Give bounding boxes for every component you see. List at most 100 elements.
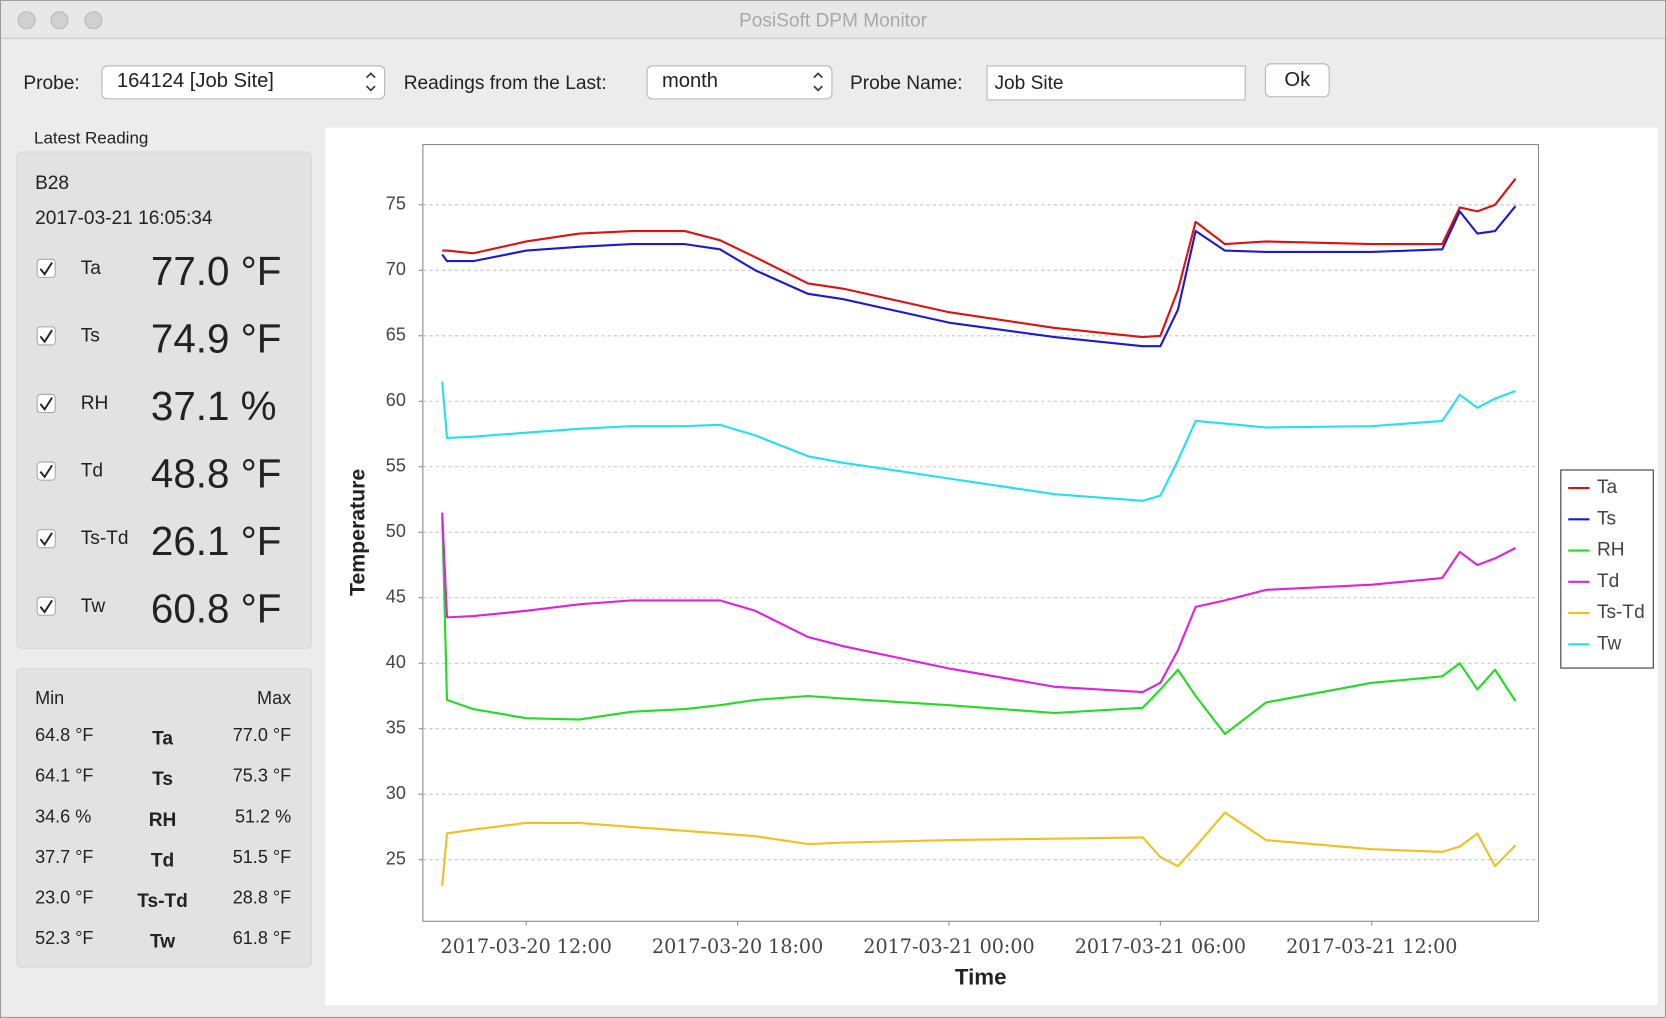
checkbox[interactable] xyxy=(36,596,56,616)
x-tick-label: 2017-03-21 12:00 xyxy=(1286,935,1457,958)
reading-timestamp: 2017-03-21 16:05:34 xyxy=(35,208,213,229)
series-line xyxy=(441,811,1517,886)
plot-area xyxy=(422,144,1540,922)
max-header: Max xyxy=(257,688,291,708)
reading-value: 74.9 °F xyxy=(151,315,282,361)
checkmark xyxy=(39,397,53,411)
min-value: 23.0 °F xyxy=(35,887,93,907)
y-tick-label: 30 xyxy=(386,783,406,803)
series-line xyxy=(441,516,1517,735)
latest-panel xyxy=(16,151,312,649)
title-bar xyxy=(1,1,1665,39)
reading-name: Tw xyxy=(81,596,106,617)
measure-name: Tw xyxy=(150,932,175,953)
min-value: 52.3 °F xyxy=(35,928,93,948)
y-axis-label: Temperature xyxy=(346,469,370,596)
checkmark xyxy=(39,261,53,276)
series-line xyxy=(441,205,1517,348)
probe-label: Probe: xyxy=(23,73,79,94)
checkbox[interactable] xyxy=(36,393,56,414)
y-tick-label: 55 xyxy=(386,456,406,476)
legend-label: RH xyxy=(1597,540,1625,561)
readings-select-value: month xyxy=(662,70,718,92)
legend-label: Ts xyxy=(1597,508,1616,529)
x-tick-label: 2017-03-21 06:00 xyxy=(1075,935,1246,958)
y-tick-label: 50 xyxy=(386,521,406,541)
legend-box xyxy=(1560,469,1654,669)
y-tick-label: 60 xyxy=(386,390,406,410)
select-arrows xyxy=(813,72,823,92)
y-tick-label: 70 xyxy=(386,259,406,279)
close-button[interactable] xyxy=(17,11,36,30)
legend-label: Ta xyxy=(1597,477,1618,498)
chart: 25 30 35 40 45 50 55 60 65 70 75 2017-03-20 12:00 20… xyxy=(346,144,1654,990)
readings-select[interactable] xyxy=(646,65,833,100)
y-tick-label: 45 xyxy=(386,587,406,607)
min-value: 37.7 °F xyxy=(35,847,93,867)
select-arrows xyxy=(365,72,376,92)
x-tick-label: 2017-03-21 00:00 xyxy=(863,935,1034,958)
max-value: 51.5 °F xyxy=(233,847,291,867)
y-tick-label: 35 xyxy=(386,717,406,737)
probe-id: B28 xyxy=(35,173,69,194)
series-line xyxy=(441,381,1516,502)
checkbox[interactable] xyxy=(36,461,56,481)
checkmark xyxy=(39,599,53,614)
window-title: PosiSoft DPM Monitor xyxy=(739,10,928,31)
reading-name: Td xyxy=(81,461,103,482)
x-tick-label: 2017-03-20 12:00 xyxy=(441,935,612,958)
probe-name-label: Probe Name: xyxy=(850,73,963,94)
min-value: 64.8 °F xyxy=(35,725,93,745)
max-value: 28.8 °F xyxy=(233,887,291,907)
reading-value: 26.1 °F xyxy=(151,518,282,564)
legend-label: Tw xyxy=(1597,633,1622,654)
reading-name: Ts xyxy=(81,325,100,346)
max-value: 77.0 °F xyxy=(233,725,291,745)
measure-name: Td xyxy=(151,850,174,871)
latest-reading-title: Latest Reading xyxy=(34,129,148,148)
zoom-button[interactable] xyxy=(84,11,103,30)
reading-name: Ta xyxy=(81,258,102,279)
reading-name: RH xyxy=(81,393,109,414)
min-header: Min xyxy=(35,688,64,708)
measure-name: Ta xyxy=(152,729,173,750)
reading-value: 37.1 % xyxy=(151,383,277,429)
probe-select[interactable] xyxy=(101,65,386,100)
checkmark xyxy=(39,464,53,479)
measure-name: Ts xyxy=(152,769,173,790)
probe-name-field[interactable] xyxy=(986,65,1246,101)
min-value: 64.1 °F xyxy=(35,766,93,786)
ok-button[interactable] xyxy=(1264,63,1330,98)
readings-label: Readings from the Last: xyxy=(404,73,607,94)
checkmark xyxy=(39,329,53,344)
ok-button-label: Ok xyxy=(1284,69,1311,91)
checkbox[interactable] xyxy=(36,529,56,549)
checkbox[interactable] xyxy=(36,326,56,346)
min-value: 34.6 % xyxy=(35,806,91,826)
max-value: 61.8 °F xyxy=(233,928,291,948)
checkmark xyxy=(39,532,53,547)
reading-value: 48.8 °F xyxy=(151,451,282,497)
measure-name: Ts-Td xyxy=(137,891,188,912)
reading-value: 77.0 °F xyxy=(151,248,282,294)
probe-select-value: 164124 [Job Site] xyxy=(117,70,274,92)
x-tick-label: 2017-03-20 18:00 xyxy=(652,935,823,958)
legend-label: Td xyxy=(1597,571,1619,592)
series-line xyxy=(442,178,1517,339)
series-line xyxy=(441,512,1517,694)
checkbox[interactable] xyxy=(36,258,56,278)
measure-name: RH xyxy=(149,810,177,831)
y-tick-label: 40 xyxy=(386,652,406,672)
y-tick-label: 25 xyxy=(386,848,406,868)
probe-name-value: Job Site xyxy=(995,73,1064,94)
max-value: 75.3 °F xyxy=(233,766,291,786)
minimize-button[interactable] xyxy=(50,11,69,30)
legend-label: Ts-Td xyxy=(1597,602,1645,623)
minmax-panel xyxy=(16,667,312,968)
y-tick-label: 65 xyxy=(386,325,406,345)
max-value: 51.2 % xyxy=(235,806,291,826)
reading-value: 60.8 °F xyxy=(151,586,282,632)
y-tick-label: 75 xyxy=(386,194,406,214)
